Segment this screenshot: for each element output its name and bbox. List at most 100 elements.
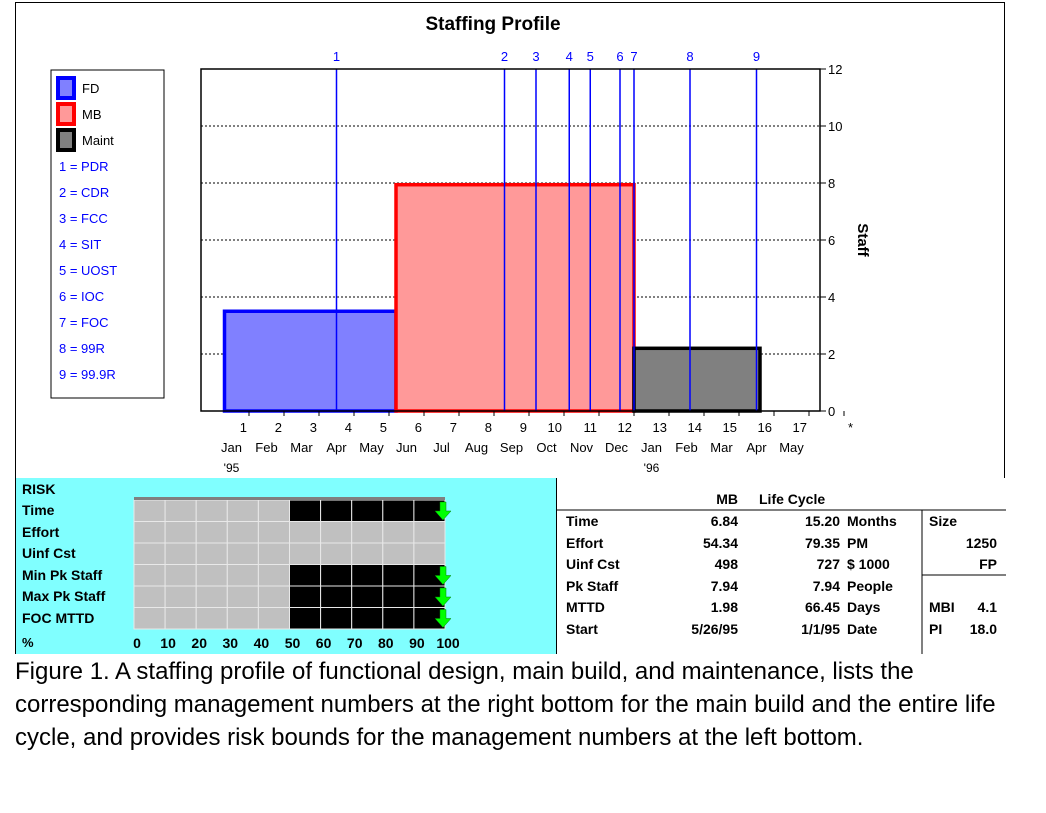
- phase-bar-maint: [632, 346, 762, 413]
- legend-milestone-label: 3 = FCC: [59, 211, 108, 226]
- risk-title: RISK: [22, 481, 56, 497]
- risk-row-label: Effort: [22, 523, 60, 540]
- risk-cell: [320, 521, 353, 544]
- month-label: Sep: [500, 440, 523, 455]
- legend-label: Maint: [82, 133, 114, 148]
- risk-cell: [195, 542, 228, 565]
- pi-label: PI: [929, 621, 943, 637]
- stats-lifecycle-value: 7.94: [812, 577, 840, 594]
- risk-cell: [164, 607, 197, 630]
- month-label: May: [359, 440, 384, 455]
- risk-row-label: Min Pk Staff: [22, 566, 103, 583]
- risk-row-label: Time: [22, 502, 55, 518]
- milestone-number-6: 6: [616, 49, 623, 64]
- x-tick-label: 8: [485, 420, 492, 435]
- risk-cell: [133, 542, 166, 565]
- milestone-number-1: 1: [333, 49, 340, 64]
- x-axis: 1 2 3 4 5 6 7 8 9 10 11 12 13 14 15 16 17 *Jan Feb Mar Apr Ma…: [221, 411, 853, 475]
- month-label: Oct: [536, 440, 557, 455]
- risk-cell: [351, 542, 384, 565]
- risk-cell: [195, 585, 228, 608]
- risk-arrow-icon: [434, 587, 452, 607]
- risk-cell: [195, 521, 228, 544]
- risk-scale-label: 70: [347, 635, 363, 651]
- risk-row-label: FOC MTTD: [22, 609, 95, 626]
- x-tick-label: 10: [548, 420, 562, 435]
- risk-cell: [195, 499, 228, 522]
- x-tick-label: 9: [520, 420, 527, 435]
- risk-cell: [257, 607, 290, 630]
- risk-cell: [320, 607, 353, 630]
- risk-cell: [226, 499, 259, 522]
- milestone-number-3: 3: [532, 49, 539, 64]
- risk-row-label: Max Pk Staff: [22, 588, 106, 604]
- stats-unit: $ 1000: [847, 556, 890, 573]
- stats-mb-value: 54.34: [702, 534, 738, 551]
- y-tick-label: 0: [828, 404, 835, 419]
- stats-row-label: Uinf Cst: [566, 556, 620, 573]
- risk-cell: [320, 542, 353, 565]
- risk-scale-label: 20: [191, 635, 207, 651]
- risk-cell: [351, 564, 384, 587]
- risk-cell: [164, 585, 197, 608]
- size-label: Size: [929, 513, 958, 529]
- risk-cell: [382, 542, 415, 565]
- stats-lifecycle-value: 66.45: [804, 599, 840, 616]
- stats-row-label: Time: [566, 513, 599, 529]
- milestone-number-4: 4: [566, 49, 573, 64]
- risk-arrow-icon: [434, 566, 452, 585]
- x-tick-label: 1: [240, 420, 247, 435]
- y-tick-label: 10: [828, 119, 842, 134]
- x-tick-label: 4: [345, 420, 352, 435]
- legend-swatch-maint: [56, 128, 76, 152]
- legend-milestone-label: 1 = PDR: [59, 159, 109, 174]
- chart-title: Staffing Profile: [425, 14, 560, 35]
- y-axis-label: Staff: [854, 223, 871, 257]
- mbi-label: MBI: [929, 599, 955, 615]
- month-label: Jan: [221, 440, 242, 455]
- stats-lifecycle-value: 727: [816, 556, 840, 573]
- y-tick-label: 4: [828, 290, 835, 305]
- risk-scale-label: 10: [160, 635, 176, 651]
- legend-box: [50, 69, 165, 399]
- risk-scale-label: 100: [436, 635, 460, 651]
- month-label: Mar: [290, 440, 313, 455]
- legend-label: MB: [82, 107, 102, 122]
- stats-lifecycle-value: 15.20: [804, 513, 840, 529]
- milestone-number-2: 2: [501, 49, 508, 64]
- risk-cell: [351, 585, 384, 608]
- risk-cell: [226, 607, 259, 630]
- risk-cell: [195, 564, 228, 587]
- month-label: Jan: [641, 440, 662, 455]
- stats-col-lifecycle: Life Cycle: [759, 491, 826, 507]
- risk-cell: [382, 499, 415, 522]
- risk-cell: [289, 542, 322, 565]
- x-tick-label: 2: [275, 420, 282, 435]
- stats-unit: PM: [847, 534, 868, 551]
- y-axis: 0 2 4 6 8 10 12: [820, 62, 842, 419]
- stats-mb-value: 498: [714, 556, 738, 573]
- risk-cell: [257, 564, 290, 587]
- risk-cell: [164, 564, 197, 587]
- legend-milestone-label: 9 = 99.9R: [59, 367, 116, 382]
- risk-scale-label: 50: [285, 635, 301, 651]
- management-numbers-panel: MB Life Cycle Time 6.84 15.20 Months Effort 5…: [556, 478, 1006, 654]
- phase-bars: [222, 182, 762, 413]
- risk-cell: [289, 607, 322, 630]
- risk-arrow-icon: [434, 609, 452, 628]
- risk-scale-label: 60: [316, 635, 332, 651]
- stats-mb-value: 6.84: [710, 513, 738, 529]
- stats-mb-value: 1.98: [710, 599, 738, 616]
- legend-milestone-label: 7 = FOC: [59, 315, 109, 330]
- risk-cell: [257, 585, 290, 608]
- risk-cell: [164, 499, 197, 522]
- risk-cell: [226, 585, 259, 608]
- phase-bar-fd: [222, 309, 398, 413]
- risk-cell: [382, 607, 415, 630]
- figure-caption: Figure 1. A staffing profile of function…: [15, 658, 996, 751]
- y-tick-label: 2: [828, 347, 835, 362]
- legend-milestone-label: 2 = CDR: [59, 185, 109, 200]
- risk-cell: [257, 521, 290, 544]
- risk-scale-label: 90: [409, 635, 425, 651]
- x-tick-label: 17: [793, 420, 807, 435]
